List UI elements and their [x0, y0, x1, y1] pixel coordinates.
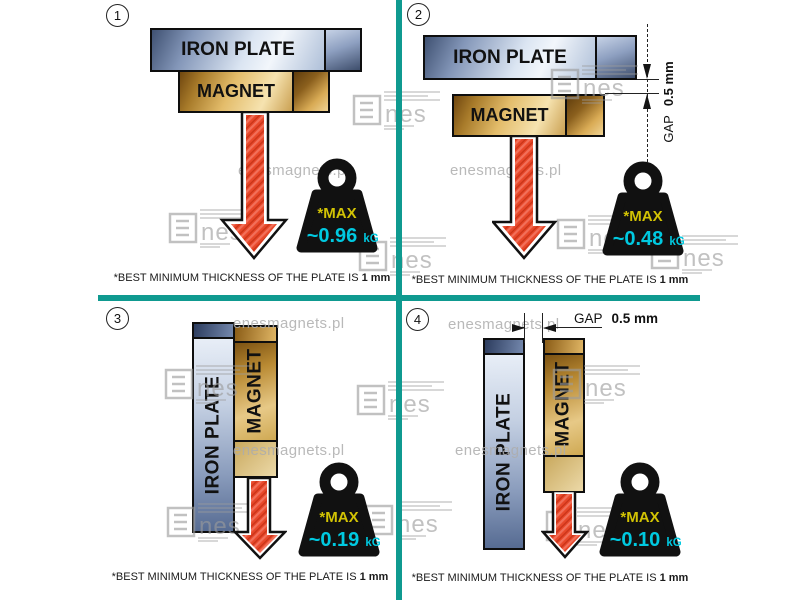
dimension-arrow-down-icon — [643, 64, 651, 79]
weight-unit: kG — [363, 233, 378, 245]
caption: *BEST MINIMUM THICKNESS OF THE PLATE IS … — [411, 274, 689, 286]
weight-max-label: *MAX — [620, 509, 659, 526]
site-watermark: enesmagnets.pl — [233, 442, 345, 459]
dimension-extension-line — [605, 93, 659, 94]
svg-text:nes: nes — [683, 245, 725, 272]
svg-text:nes: nes — [585, 375, 627, 402]
magnet-label: MAGNET — [197, 81, 275, 101]
magnet-bottom — [543, 455, 585, 493]
svg-text:nes: nes — [397, 511, 439, 538]
pull-force-arrow-icon — [219, 112, 289, 260]
weight-icon: *MAX ~0.10 kG — [599, 462, 682, 557]
site-watermark: enesmagnets.pl — [233, 315, 345, 332]
weight-unit: kG — [666, 537, 681, 549]
panel-number-badge: 4 — [406, 308, 429, 331]
weight-max-label: *MAX — [317, 205, 356, 222]
iron-plate-label: IRON PLATE — [453, 46, 567, 68]
svg-text:nes: nes — [199, 513, 241, 540]
magnet-label: MAGNET — [470, 105, 549, 125]
pull-force-arrow-icon — [541, 491, 589, 559]
svg-text:nes: nes — [385, 101, 427, 128]
svg-text:nes: nes — [197, 375, 239, 402]
caption: *BEST MINIMUM THICKNESS OF THE PLATE IS … — [113, 272, 391, 284]
enes-logo-watermark: nes — [364, 501, 452, 540]
svg-text:nes: nes — [583, 75, 625, 102]
enes-logo-watermark: nes — [166, 503, 254, 542]
magnet-bottom — [233, 440, 278, 478]
weight-icon: *MAX ~0.96 kG — [296, 158, 379, 253]
divider-vertical — [396, 0, 402, 600]
enes-logo-watermark: nes — [352, 91, 440, 130]
weight-icon: *MAX ~0.19 kG — [298, 462, 381, 557]
weight-value: ~0.10 — [610, 529, 661, 551]
weight-icon: *MAX ~0.48 kG — [602, 161, 685, 256]
weight-unit: kG — [669, 236, 684, 248]
site-watermark: enesmagnets.pl — [448, 316, 560, 333]
magnet — [178, 70, 294, 113]
magnet-side — [565, 94, 605, 137]
iron-plate-side — [595, 35, 637, 80]
enes-logo-watermark: nes — [550, 65, 638, 104]
dimension-arrow-left-icon — [543, 324, 556, 332]
weight-value: ~0.48 — [613, 228, 664, 250]
dimension-extension-line — [542, 313, 543, 343]
weight-unit: kG — [365, 537, 380, 549]
enes-logo-watermark: nes — [356, 381, 444, 420]
iron-plate — [423, 35, 597, 80]
gap-dimension-label: GAP0.5 mm — [661, 61, 676, 143]
dimension-arrow-right-icon — [512, 324, 525, 332]
enes-logo-watermark: nes — [164, 365, 252, 404]
dimension-extension-line — [637, 79, 659, 80]
weight-value: ~0.19 — [309, 529, 360, 551]
iron-plate-side — [324, 28, 362, 72]
site-watermark: enesmagnets.pl — [455, 442, 567, 459]
weight-max-label: *MAX — [623, 208, 662, 225]
iron-plate-label: IRON PLATE — [181, 39, 295, 60]
magnet-side — [292, 70, 330, 113]
caption: *BEST MINIMUM THICKNESS OF THE PLATE IS … — [411, 572, 689, 584]
dimension-line — [554, 327, 602, 328]
iron-plate — [483, 353, 525, 550]
pull-force-arrow-icon — [233, 478, 287, 560]
panel-number-badge: 3 — [106, 307, 129, 330]
svg-text:nes: nes — [389, 391, 431, 418]
pull-force-arrow-icon — [492, 136, 558, 260]
dimension-extension-line — [524, 313, 525, 343]
panel-number-badge: 2 — [407, 3, 430, 26]
weight-max-label: *MAX — [319, 509, 358, 526]
caption: *BEST MINIMUM THICKNESS OF THE PLATE IS … — [111, 571, 389, 583]
panel-number-badge: 1 — [106, 4, 129, 27]
dimension-arrow-up-icon — [643, 94, 651, 109]
enes-logo-watermark: nes — [552, 365, 640, 404]
weight-value: ~0.96 — [307, 225, 358, 247]
